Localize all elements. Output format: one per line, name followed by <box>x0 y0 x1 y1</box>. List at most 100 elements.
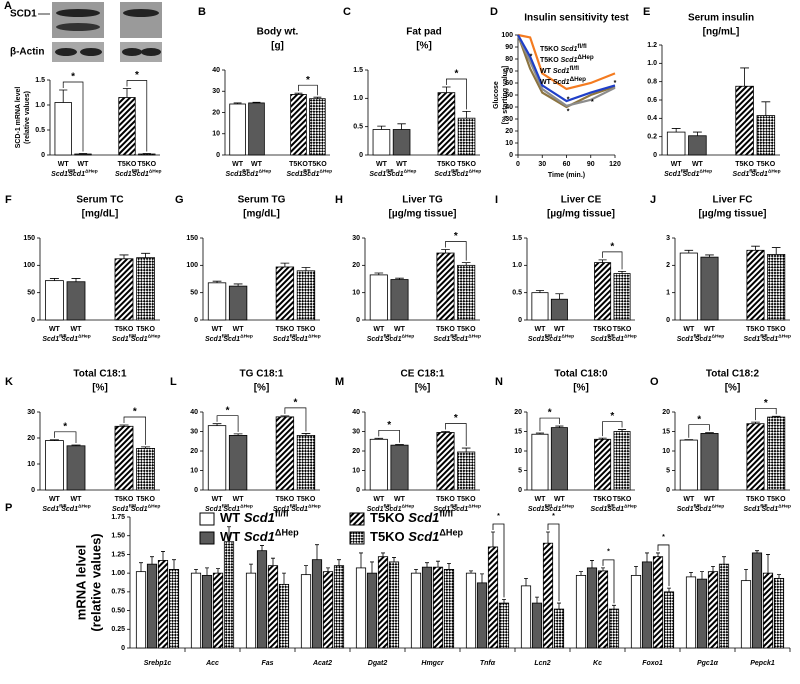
chart-title: Liver TG <box>402 195 443 206</box>
allele: fl/fl <box>222 334 230 340</box>
y-tick-label: 0.2 <box>647 134 657 141</box>
panel-letter: G <box>175 194 184 206</box>
y-axis-label: [% starting value] <box>502 66 509 124</box>
bar <box>630 574 642 649</box>
x-tick-label: T5KO <box>136 496 155 503</box>
error-bar <box>441 431 450 433</box>
significance-star: * <box>567 97 570 104</box>
error-bar <box>700 571 704 580</box>
chart-title: Serum insulin <box>688 13 754 24</box>
error-bar <box>227 526 231 542</box>
allele: fl/fl <box>607 504 615 510</box>
allele: fl/fl <box>242 169 250 175</box>
allele: ΔHep <box>85 169 98 175</box>
panel-letter: J <box>650 194 656 206</box>
bar <box>309 98 326 156</box>
y-tick-label: 30 <box>27 409 35 416</box>
legend-name: T5KO <box>540 46 559 53</box>
x-tick-genotype: Scd1fl/fl <box>591 504 616 513</box>
bar <box>311 559 323 649</box>
error-bar <box>313 96 322 99</box>
chart-title: Total C18:1 <box>73 369 127 380</box>
gene-name: Scd1 <box>451 506 468 513</box>
x-tick-label: WT <box>554 496 566 503</box>
allele: ΔHep <box>469 169 482 175</box>
bar <box>594 438 612 491</box>
x-tick-label: T5KO <box>593 496 612 503</box>
y-tick-label: 30 <box>505 116 513 123</box>
y-tick-label: 1.5 <box>35 77 45 84</box>
error-bar <box>546 531 550 544</box>
bar <box>114 258 134 321</box>
x-tick-genotype: Scd1ΔHep <box>545 504 575 513</box>
bar <box>66 445 86 491</box>
gene-name: Scd1 <box>61 506 78 513</box>
gene-name: Scd1 <box>112 506 129 513</box>
error-bar <box>172 559 176 570</box>
error-bar <box>425 562 429 568</box>
bar <box>228 434 248 491</box>
error-bar <box>535 432 545 435</box>
error-bar <box>119 424 129 427</box>
y-tick-label: 0 <box>666 487 670 494</box>
error-bar <box>370 561 374 574</box>
chart-subtitle: [%] <box>92 383 108 394</box>
x-tick-genotype: Scd1fl/fl <box>434 169 459 178</box>
y-axis-label: (relative values) <box>24 91 31 144</box>
bar <box>366 572 378 649</box>
error-bar <box>205 567 209 576</box>
bar <box>207 282 227 321</box>
x-tick-label: T5KO <box>137 161 156 168</box>
x-tick-label: WT <box>212 496 224 503</box>
legend-label: WT Scd1ΔHep <box>220 528 299 545</box>
significance-star: * <box>455 69 459 80</box>
x-tick-label: T5KO <box>115 326 134 333</box>
panel-letter: B <box>198 6 206 18</box>
error-bar <box>161 551 165 561</box>
gene-name: Scd1 <box>367 336 384 343</box>
y-tick-label: 1.2 <box>647 42 657 49</box>
bar <box>377 556 389 649</box>
error-bar <box>462 110 471 119</box>
x-tick-label: WT <box>692 161 704 168</box>
x-tick-genotype: Scd1ΔHep <box>242 169 272 178</box>
error-bar <box>78 153 88 154</box>
chart-subtitle: [µg/mg tissue] <box>389 209 457 220</box>
bar <box>608 608 620 649</box>
x-tick-genotype: Scd1ΔHep <box>223 334 253 343</box>
x-tick-label: Acc <box>205 660 219 667</box>
error-bar <box>617 429 627 432</box>
allele: ΔHep <box>78 504 91 510</box>
error-bar <box>617 270 627 274</box>
chart-subtitle: [g] <box>271 41 284 52</box>
error-bar <box>557 602 561 610</box>
y-tick-label: 50 <box>190 290 198 297</box>
error-bar <box>722 556 726 565</box>
significance-star: * <box>226 405 230 416</box>
x-tick-label: Pgc1α <box>697 660 719 667</box>
allele: fl/fl <box>303 169 311 175</box>
error-bar <box>461 262 471 266</box>
allele: ΔHep <box>401 334 414 340</box>
blot-band <box>55 48 77 56</box>
error-bar <box>392 557 396 562</box>
error-bar <box>480 573 484 583</box>
x-tick-label: T5KO <box>457 496 476 503</box>
x-tick-label: T5KO <box>735 161 754 168</box>
gene-name: Scd1 <box>695 506 712 513</box>
panel-letter: O <box>650 376 659 388</box>
x-tick-label: WT <box>373 496 385 503</box>
x-tick-label: T5KO <box>436 496 455 503</box>
allele: fl/fl <box>290 334 298 340</box>
y-tick-label: 1.0 <box>353 95 363 102</box>
bar <box>652 556 664 649</box>
allele: ΔHep <box>778 504 791 510</box>
x-tick-genotype: Scd1ΔHep <box>761 504 791 513</box>
x-tick-label: T5KO <box>297 496 316 503</box>
y-tick-label: 20 <box>514 409 522 416</box>
significance-bracket <box>602 251 623 270</box>
bar <box>256 550 268 649</box>
x-tick-genotype: Scd1fl/fl <box>112 504 137 513</box>
error-bar <box>555 425 564 428</box>
x-tick-genotype: Scd1fl/fl <box>677 504 702 513</box>
